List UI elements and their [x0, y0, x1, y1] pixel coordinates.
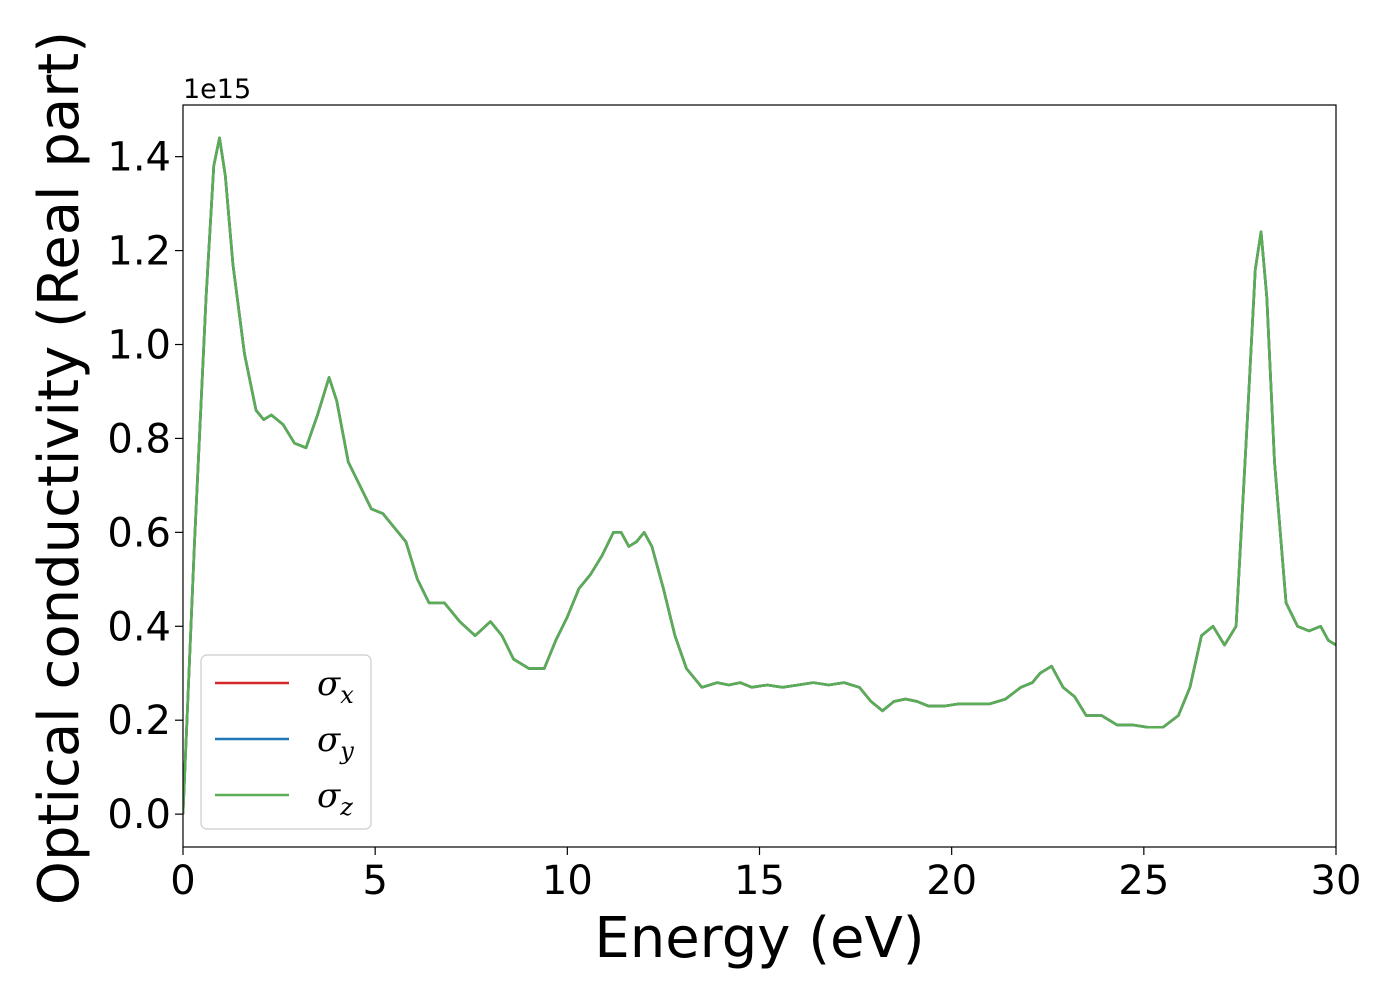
- y-axis-title: Optical conductivity (Real part): [27, 31, 92, 905]
- legend-label: σx: [317, 664, 354, 709]
- y-tick-label: 1.2: [107, 229, 171, 275]
- x-tick-label: 15: [734, 858, 785, 904]
- x-tick-label: 0: [170, 858, 195, 904]
- x-axis-title: Energy (eV): [594, 906, 924, 971]
- legend-label: σz: [317, 776, 353, 821]
- x-tick-label: 25: [1118, 858, 1169, 904]
- y-tick-label: 0.2: [107, 698, 171, 744]
- x-tick-label: 30: [1311, 858, 1362, 904]
- x-tick-label: 10: [542, 858, 593, 904]
- y-tick-label: 1.0: [107, 323, 171, 369]
- series-layer: [183, 136, 1336, 815]
- y-tick-label: 1.4: [107, 135, 171, 181]
- y-tick-label: 0.0: [107, 792, 171, 838]
- legend-label: σy: [317, 720, 354, 765]
- y-tick-label: 0.8: [107, 416, 171, 462]
- x-tick-label: 5: [362, 858, 387, 904]
- y-offset-label: 1e15: [183, 74, 251, 105]
- legend-box: [200, 654, 372, 830]
- x-axis-ticks: 0 5 10 15 20 25 30: [170, 847, 1361, 904]
- y-axis-ticks: 0.0 0.2 0.4 0.6 0.8 1.0 1.2 1.4: [107, 135, 183, 838]
- x-tick-label: 20: [926, 858, 977, 904]
- y-tick-label: 0.4: [107, 604, 171, 650]
- legend: σx σy σz: [200, 654, 372, 830]
- y-tick-label: 0.6: [107, 510, 171, 556]
- series-line-3: [183, 136, 1336, 815]
